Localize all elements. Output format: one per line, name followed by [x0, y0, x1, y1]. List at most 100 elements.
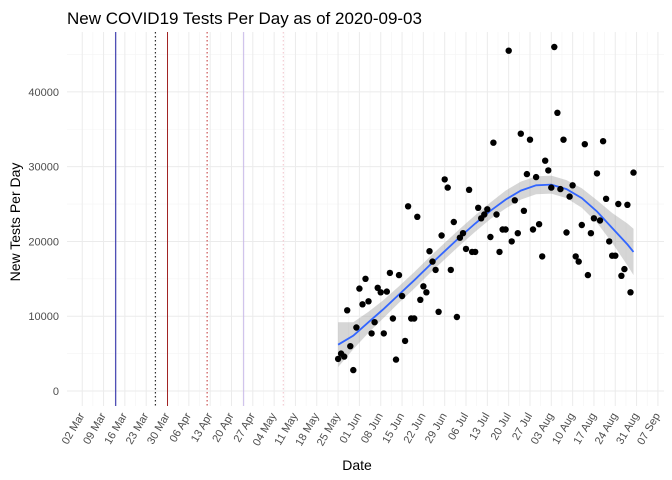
data-point: [484, 206, 491, 213]
data-point: [612, 252, 619, 259]
y-tick-label: 20000: [28, 236, 59, 248]
x-tick-label: 20 Jul: [489, 411, 514, 442]
data-point: [447, 266, 454, 274]
data-point: [529, 226, 537, 233]
data-point: [526, 136, 534, 143]
data-point: [590, 215, 598, 222]
data-point: [377, 289, 384, 296]
data-point: [420, 283, 427, 290]
data-point: [362, 275, 369, 282]
data-point: [624, 201, 631, 208]
data-point: [350, 366, 357, 374]
data-point: [630, 169, 637, 176]
data-point: [459, 230, 467, 237]
x-tick-label: 06 Jul: [446, 411, 471, 442]
data-point: [368, 330, 375, 337]
data-point: [341, 353, 348, 360]
data-point: [502, 226, 509, 233]
data-point: [487, 233, 494, 241]
data-point: [365, 298, 372, 305]
data-point: [575, 258, 582, 265]
data-points: [334, 43, 637, 374]
data-point: [429, 258, 436, 265]
data-point: [517, 130, 524, 137]
smooth-trend-line: [337, 183, 635, 346]
data-point: [514, 230, 521, 237]
data-point: [444, 184, 451, 191]
data-point: [545, 167, 552, 174]
data-point: [621, 265, 628, 273]
data-point: [347, 343, 354, 350]
data-point: [414, 213, 421, 220]
data-point: [490, 139, 497, 146]
data-point: [401, 337, 409, 345]
data-point: [371, 319, 378, 326]
data-point: [462, 245, 470, 253]
data-point: [450, 218, 457, 226]
major-gridlines: [67, 32, 664, 406]
data-point: [532, 173, 540, 181]
data-point: [389, 315, 397, 322]
data-point: [404, 203, 412, 210]
data-point: [465, 186, 473, 193]
x-tick-label: 13 Jul: [467, 411, 492, 442]
data-point: [587, 230, 595, 237]
data-point: [584, 271, 592, 279]
data-point: [548, 184, 555, 191]
loess-trend-line: [337, 183, 635, 346]
data-point: [593, 170, 601, 177]
data-point: [560, 136, 567, 143]
data-point: [356, 285, 363, 292]
data-point: [511, 197, 518, 204]
data-point: [383, 288, 390, 295]
data-point: [493, 211, 500, 218]
data-point: [496, 248, 503, 256]
data-point: [398, 292, 406, 300]
data-point: [453, 313, 461, 321]
data-point: [417, 296, 424, 303]
data-point: [557, 185, 564, 193]
data-point: [392, 356, 400, 363]
data-point: [581, 141, 588, 148]
data-point: [578, 221, 585, 229]
data-point: [423, 289, 430, 296]
data-point: [386, 269, 394, 277]
data-point: [615, 200, 622, 208]
data-point: [572, 253, 579, 260]
data-point: [359, 301, 366, 308]
data-point: [551, 43, 558, 51]
data-point: [566, 193, 573, 200]
y-tick-label: 40000: [28, 87, 59, 99]
data-point: [438, 232, 445, 239]
data-point: [435, 308, 442, 315]
y-axis-title: New Tests Per Day: [7, 163, 23, 282]
data-point: [374, 284, 381, 291]
y-axis-tick-labels: 0 10000 20000 30000 40000: [28, 87, 59, 398]
data-point: [411, 315, 418, 322]
data-point: [334, 355, 342, 363]
data-point: [606, 238, 613, 245]
data-point: [563, 229, 570, 236]
event-lines: [115, 32, 284, 406]
data-point: [441, 176, 448, 183]
data-point: [596, 217, 604, 224]
y-tick-label: 10000: [28, 311, 59, 323]
data-point: [627, 289, 634, 296]
data-point: [505, 47, 512, 54]
data-point: [602, 195, 610, 202]
data-point: [472, 248, 479, 256]
data-point: [344, 307, 351, 314]
minor-gridlines: [67, 32, 664, 406]
data-point: [426, 248, 433, 255]
data-point: [569, 182, 576, 189]
data-point: [456, 234, 464, 241]
data-point: [353, 324, 360, 331]
data-point: [380, 330, 387, 337]
data-point: [395, 271, 403, 279]
chart-title: New COVID19 Tests Per Day as of 2020-09-…: [67, 9, 422, 28]
data-point: [539, 253, 546, 260]
data-point: [535, 221, 543, 228]
data-point: [523, 170, 531, 178]
